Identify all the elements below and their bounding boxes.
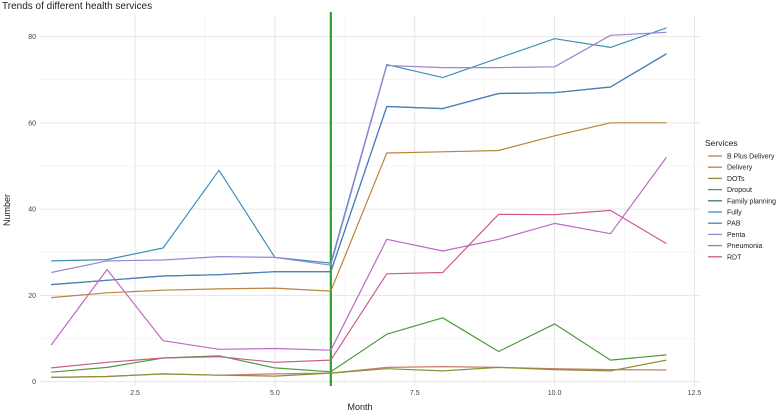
y-tick-label: 80: [28, 34, 36, 41]
legend-items: B Plus Delivery Delivery DOTs Dropout Family…: [708, 154, 776, 261]
legend-label-dropout: Dropout: [727, 187, 752, 194]
legend-label-delivery: Delivery: [727, 165, 753, 172]
x-axis-title: Month: [347, 402, 372, 412]
y-tick-label: 20: [28, 293, 36, 300]
y-tick-label: 40: [28, 207, 36, 214]
y-tick-label: 0: [32, 379, 36, 386]
legend-label-family-planning: Family planning: [727, 198, 776, 205]
series-line-pneumonia: [50, 157, 667, 351]
legend-label-rdt: RDT: [727, 254, 742, 261]
chart-title: Trends of different health services: [2, 1, 152, 12]
series-line-dots: [51, 359, 667, 378]
series-line-pab: [51, 53, 667, 286]
legend-label-penta: Penta: [727, 232, 745, 239]
series-lines: [50, 27, 667, 378]
x-tick-labels: 2.5 5.0 7.5 10.0 12.5: [130, 390, 701, 397]
legend-title: Services: [705, 138, 738, 148]
x-tick-label: 7.5: [410, 390, 420, 397]
legend: Services B Plus Delivery Delivery DOTs Drop…: [705, 138, 776, 261]
legend-label-pneumonia: Pneumonia: [727, 243, 763, 250]
grid: [40, 15, 700, 386]
series-line-rdt: [51, 209, 667, 369]
x-tick-label: 5.0: [270, 390, 280, 397]
series-line-delivery: [51, 122, 667, 299]
x-tick-label: 2.5: [130, 390, 140, 397]
legend-label-dots: DOTs: [727, 176, 745, 183]
legend-label-b-plus-delivery: B Plus Delivery: [727, 154, 775, 161]
y-axis-title: Number: [2, 194, 12, 226]
series-line-dropout: [51, 317, 667, 373]
legend-label-pab: PAB: [727, 221, 741, 228]
series-line-penta: [51, 31, 667, 274]
y-tick-labels: 0 20 40 60 80: [28, 34, 36, 386]
x-tick-label: 12.5: [688, 390, 702, 397]
legend-label-fully: Fully: [727, 210, 742, 217]
y-tick-label: 60: [28, 120, 36, 127]
x-tick-label: 10.0: [548, 390, 562, 397]
